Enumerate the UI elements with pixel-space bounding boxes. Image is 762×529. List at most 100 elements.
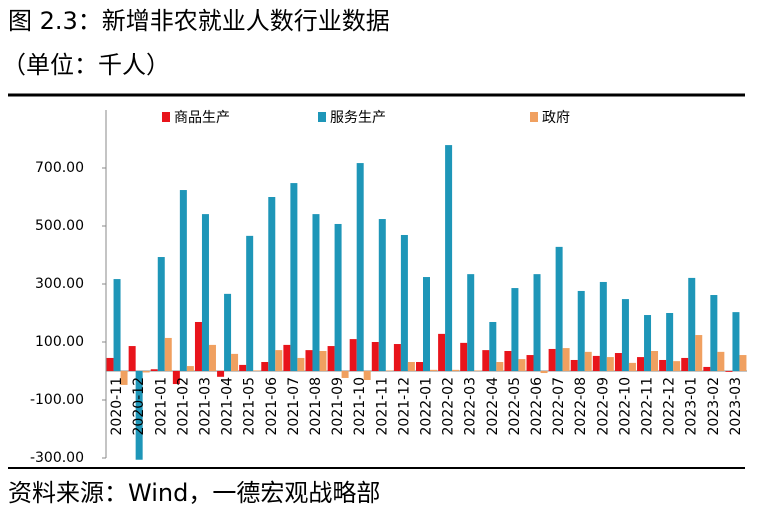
bar (599, 281, 607, 371)
bar (150, 369, 158, 371)
bar (416, 362, 423, 371)
bar (253, 370, 261, 371)
x-tick-label: 2022-05 (507, 377, 523, 436)
bar (489, 321, 497, 371)
bar (732, 312, 740, 371)
bar (194, 321, 202, 371)
bar (614, 353, 622, 371)
bar (135, 371, 143, 460)
bar (186, 366, 194, 371)
chart-subtitle: （单位：千人） (2, 51, 170, 79)
bar (460, 342, 468, 371)
bar (385, 370, 393, 371)
bar (283, 344, 291, 371)
bar (445, 145, 453, 371)
bar (224, 293, 232, 371)
x-tick-label: 2022-03 (463, 377, 479, 436)
legend-swatch (530, 112, 538, 122)
x-tick-label: 2021-09 (330, 377, 346, 436)
bar (327, 346, 335, 371)
x-tick-label: 2021-04 (220, 377, 236, 436)
bar (584, 351, 592, 371)
bar (606, 357, 614, 371)
bar (681, 357, 689, 371)
x-tick-label: 2022-11 (640, 377, 656, 436)
bar (179, 190, 187, 371)
x-tick-label: 2022-01 (419, 377, 435, 436)
bar (334, 223, 342, 371)
bar (621, 299, 629, 371)
x-tick-label: 2021-07 (286, 377, 302, 436)
bar (695, 335, 703, 371)
bar (312, 214, 320, 371)
legend-swatch (318, 112, 326, 122)
source-note: 资料来源：Wind，一德宏观战略部 (8, 479, 380, 507)
bar (142, 371, 150, 373)
legend-swatch (162, 112, 170, 122)
x-tick-label: 2022-08 (573, 377, 589, 436)
bar (467, 274, 475, 371)
bar (688, 277, 696, 371)
bar (548, 348, 556, 371)
bar (659, 359, 667, 371)
bar (231, 353, 239, 371)
x-tick-label: 2021-11 (374, 377, 390, 436)
bar (305, 350, 313, 371)
x-tick-label: 2021-06 (264, 377, 280, 436)
bar (246, 235, 254, 371)
bar (106, 357, 114, 371)
x-tick-label: 2020-11 (109, 377, 125, 436)
x-tick-label: 2022-10 (617, 377, 633, 436)
x-tick-label: 2021-12 (396, 377, 412, 436)
x-tick-label: 2023-03 (728, 377, 744, 436)
x-tick-label: 2022-04 (485, 377, 501, 436)
bar (201, 214, 209, 371)
bar (725, 371, 733, 372)
bar (120, 371, 128, 385)
bar (504, 350, 512, 371)
bar (717, 351, 725, 371)
x-tick-label: 2021-08 (308, 377, 324, 436)
bar (482, 350, 490, 371)
x-tick-label: 2023-02 (706, 377, 722, 436)
y-tick-label: 700.00 (35, 160, 84, 176)
legend-label: 商品生产 (174, 110, 230, 126)
bar (438, 333, 446, 371)
bar (172, 371, 180, 385)
x-tick-label: 2021-05 (242, 377, 258, 436)
bar (703, 366, 711, 371)
bar (666, 313, 674, 371)
x-tick-label: 2022-12 (662, 377, 678, 436)
bar (739, 355, 747, 371)
bar (356, 163, 364, 371)
bar (217, 371, 225, 377)
bar (644, 315, 652, 371)
bar (164, 337, 172, 371)
bar (651, 350, 659, 371)
bar (400, 234, 408, 371)
legend-label: 政府 (542, 110, 570, 126)
bar (452, 369, 460, 371)
bar (290, 183, 298, 371)
x-tick-label: 2021-03 (197, 377, 213, 436)
x-tick-label: 2021-01 (153, 377, 169, 436)
bar (371, 342, 379, 371)
y-tick-label: -300.00 (30, 450, 84, 466)
x-tick-label: 2022-07 (551, 377, 567, 436)
bar (577, 290, 585, 371)
bar (511, 288, 519, 371)
x-tick-label: 2021-02 (175, 377, 191, 436)
bar (526, 355, 534, 371)
y-tick-label: 500.00 (35, 218, 84, 234)
bar (239, 364, 247, 371)
bar (518, 359, 526, 371)
x-tick-label: 2022-06 (529, 377, 545, 436)
bar (496, 362, 504, 371)
x-tick-label: 2021-10 (352, 377, 368, 436)
bar (555, 246, 563, 371)
bar (637, 357, 645, 371)
y-tick-label: 300.00 (35, 276, 84, 292)
bar (407, 362, 415, 371)
bar (540, 371, 548, 374)
bar (268, 197, 276, 371)
